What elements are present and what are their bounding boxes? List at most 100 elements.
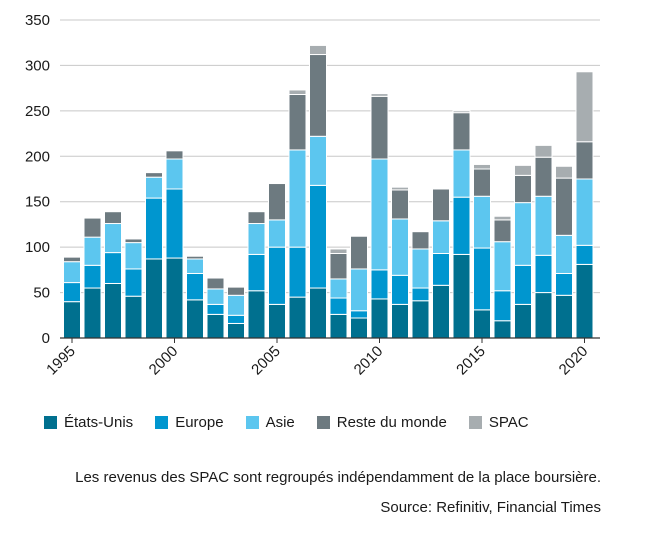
bar-segment [452,110,471,114]
bar-segment [124,268,143,297]
bar-segment [63,256,81,263]
bar-segment [63,301,81,339]
bar-segment [309,184,327,289]
y-tick-label: 350 [25,12,50,29]
bar-segment [493,290,512,322]
bar-segment [104,252,122,284]
bar-segment [514,174,532,204]
bar-segment [391,189,409,220]
bar-stack [514,164,532,339]
bar-segment [186,299,204,339]
bar-segment [452,253,471,339]
bar-stack [534,144,553,339]
bar-segment [452,196,471,255]
bar-segment [145,197,163,260]
bar-segment [247,253,266,292]
y-axis-tick-labels: 0 50 100 150 200 250 300 350 [25,12,50,347]
bar-segment [329,297,348,315]
bar-stack [493,215,512,339]
x-tick-label: 2000 [146,343,182,379]
bar-segment [432,284,450,339]
bar-stack [145,172,163,339]
bar-segment [370,95,389,160]
bar-segment [227,314,245,324]
bar-segment [83,236,102,266]
bar-segment [411,231,430,250]
bar-segment [124,238,143,244]
bar-segment [124,242,143,270]
bar-segment [391,218,409,276]
bar-stack [206,277,225,339]
bar-stack [186,255,204,339]
bar-segment [350,310,368,319]
bar-segment [329,278,348,299]
legend-swatch [245,416,259,429]
bar-segment [206,288,225,305]
bar-segment [370,93,389,97]
x-axis-tick-labels: 1995 2000 2005 2010 2015 2020 [43,338,591,378]
bar-segment [514,264,532,305]
bar-segment [288,296,307,339]
bar-segment [186,255,204,260]
bar-segment [63,282,81,303]
legend-item: SPAC [468,414,529,431]
bar-segment [452,149,471,198]
bar-stack [370,93,389,339]
bar-segment [534,292,553,339]
bar-segment [165,257,184,339]
bar-stack [63,256,81,339]
y-tick-label: 0 [42,330,50,347]
bar-segment [206,313,225,339]
bar-segment [411,287,430,302]
bar-segment [288,94,307,151]
y-tick-label: 200 [25,148,50,165]
bar-segment [83,287,102,339]
bar-segment [391,303,409,339]
bar-segment [63,261,81,284]
bar-segment [206,277,225,290]
bar-segment [227,286,245,296]
bar-stack [288,89,307,339]
bar-stack [555,165,573,339]
bar-segment [227,294,245,316]
bar-segment [268,219,286,248]
legend: États-Unis Europe Asie Reste du monde SPAC [44,414,551,431]
bar-segment [575,141,594,180]
bar-segment [186,272,204,301]
bar-segment [534,254,553,294]
bar-segment [288,246,307,298]
bar-segment [411,300,430,339]
bar-segment [473,309,491,339]
bar-segment [329,313,348,339]
legend-item: Asie [245,414,295,431]
bar-stack [83,217,102,339]
bar-stack [165,150,184,339]
bar-segment [165,158,184,190]
bar-segment [247,211,266,225]
bar-segment [227,322,245,339]
y-tick-label: 50 [33,285,50,302]
bar-segment [288,89,307,96]
bar-stack [124,238,143,339]
legend-swatch [468,416,482,429]
bar-segment [370,158,389,271]
bar-segment [165,150,184,160]
bar-segment [514,303,532,339]
legend-swatch [44,416,57,429]
legend-label: SPAC [488,414,529,431]
bar-segment [432,253,450,286]
x-tick-label: 2010 [351,343,387,379]
chart-note: Les revenus des SPAC sont regroupés indé… [75,469,601,486]
bar-segment [473,195,491,249]
bar-segment [83,217,102,238]
bar-segment [473,168,491,197]
bars [63,44,594,339]
bar-stack [391,186,409,339]
bar-segment [534,144,553,158]
bar-segment [268,183,286,221]
bar-stack [104,211,122,339]
bar-segment [247,290,266,339]
bar-segment [493,219,512,243]
bar-segment [124,295,143,339]
bar-segment [268,303,286,339]
